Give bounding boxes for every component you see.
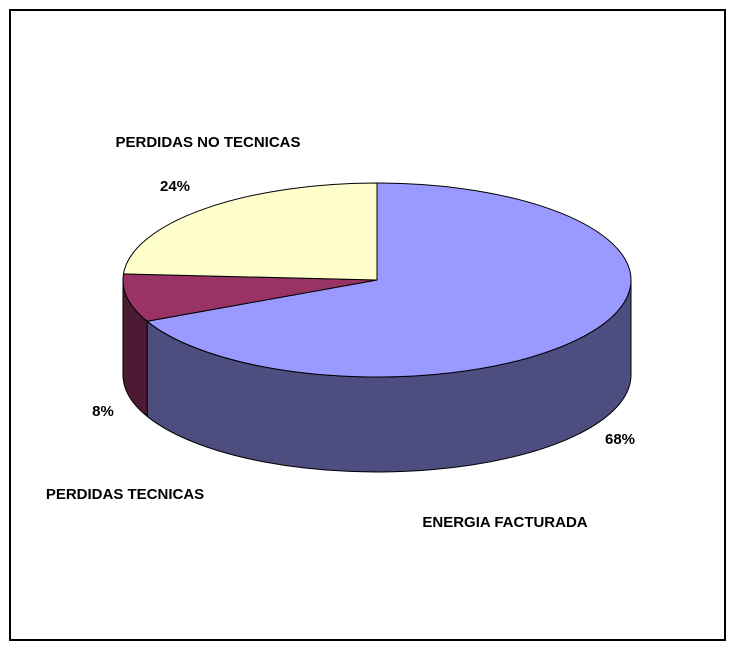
value-label: 68%: [605, 431, 635, 448]
value-label: 24%: [160, 178, 190, 195]
category-label: ENERGIA FACTURADA: [422, 514, 587, 531]
category-label: PERDIDAS TECNICAS: [46, 486, 204, 503]
category-label: PERDIDAS NO TECNICAS: [115, 134, 300, 151]
value-label: 8%: [92, 403, 114, 420]
pie-slice: [146, 182, 632, 378]
pie-slice: [122, 273, 378, 322]
pie-slice: [122, 182, 378, 281]
